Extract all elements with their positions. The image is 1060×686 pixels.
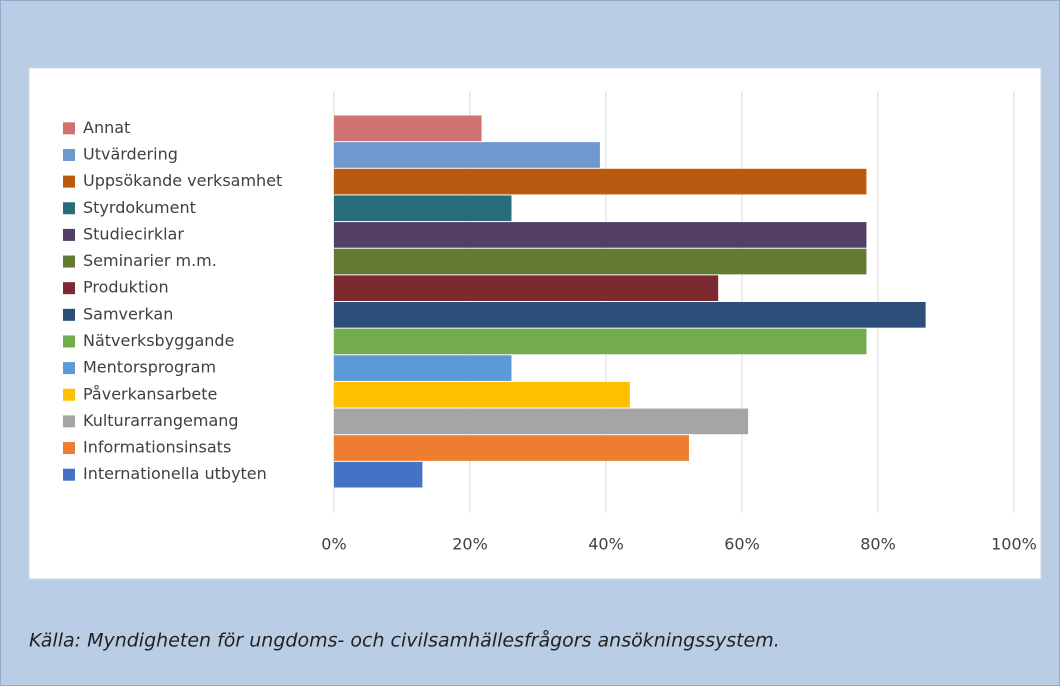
legend-swatch	[63, 415, 75, 428]
legend-swatch	[63, 228, 75, 241]
legend-label: Samverkan	[83, 304, 173, 323]
legend-swatch	[63, 255, 75, 268]
legend-swatch	[63, 202, 75, 215]
bar	[334, 142, 600, 168]
bar	[334, 355, 512, 381]
legend-label: Produktion	[83, 278, 169, 297]
legend-swatch	[63, 175, 75, 188]
bar	[334, 275, 719, 301]
x-tick-label: 20%	[452, 535, 488, 554]
legend-label: Informationsinsats	[83, 438, 231, 457]
legend-label: Mentorsprogram	[83, 358, 216, 377]
x-tick-label: 80%	[860, 535, 896, 554]
x-tick-label: 40%	[588, 535, 624, 554]
legend-swatch	[63, 442, 75, 455]
legend-swatch	[63, 122, 75, 135]
legend-swatch	[63, 362, 75, 375]
legend-swatch	[63, 335, 75, 348]
x-tick-label: 60%	[724, 535, 760, 554]
legend-label: Annat	[83, 118, 130, 137]
legend-label: Kulturarrangemang	[83, 411, 239, 430]
bar	[334, 195, 512, 222]
legend-label: Uppsökande verksamhet	[83, 171, 282, 190]
bar	[334, 328, 867, 355]
bar	[334, 381, 630, 408]
x-tick-label: 100%	[991, 535, 1037, 554]
legend-label: Internationella utbyten	[83, 464, 267, 483]
legend-swatch	[63, 282, 75, 295]
x-tick-label: 0%	[321, 535, 346, 554]
legend-label: Utvärdering	[83, 144, 178, 163]
legend-label: Nätverksbyggande	[83, 331, 234, 350]
bar	[334, 115, 482, 142]
legend-swatch	[63, 148, 75, 161]
legend-label: Påverkansarbete	[83, 384, 217, 403]
legend-label: Styrdokument	[83, 198, 196, 217]
bar	[334, 248, 867, 275]
legend-swatch	[63, 308, 75, 321]
legend-swatch	[63, 468, 75, 481]
legend-label: Studiecirklar	[83, 224, 184, 243]
bar	[334, 461, 423, 488]
bar	[334, 222, 867, 248]
bar	[334, 302, 926, 328]
source-caption: Källa: Myndigheten för ungdoms- och civi…	[29, 629, 780, 652]
bar	[334, 435, 689, 461]
legend-swatch	[63, 388, 75, 401]
legend-label: Seminarier m.m.	[83, 251, 217, 270]
bar	[334, 168, 867, 195]
bar	[334, 408, 749, 435]
